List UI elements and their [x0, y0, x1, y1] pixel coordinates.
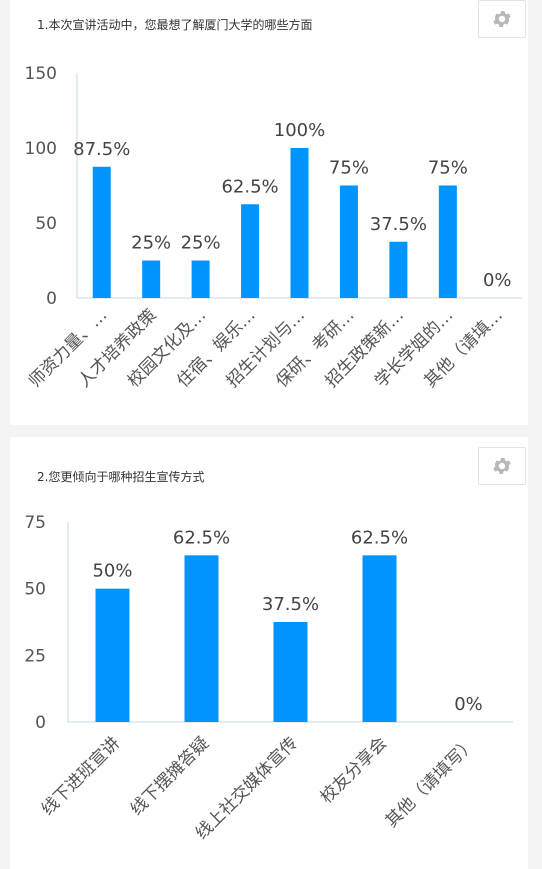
x-category-label: 线下进班宣讲 [38, 733, 124, 819]
chart-settings-button-1[interactable] [478, 0, 526, 38]
bar [191, 260, 210, 298]
gear-icon [493, 458, 511, 474]
question-title-2: 2.您更倾向于哪种招生宣传方式 [37, 470, 205, 484]
y-tick-label: 50 [24, 580, 46, 600]
data-label: 75% [428, 158, 468, 179]
x-category-label: 其他（请填写） [382, 733, 480, 831]
y-tick-label: 0 [46, 289, 57, 309]
bar [362, 555, 397, 722]
bar [438, 185, 457, 298]
bar [92, 166, 111, 298]
bar [290, 148, 309, 298]
question-title-1: 1.本次宣讲活动中，您最想了解厦门大学的哪些方面 [37, 18, 313, 32]
x-category-label: 线下摆摊答疑 [127, 733, 213, 819]
data-label: 25% [131, 233, 171, 254]
bar [273, 622, 308, 722]
bar [339, 185, 358, 298]
bar-chart-2: 025507550%线下进班宣讲62.5%线下摆摊答疑37.5%线上社交媒体宣传… [24, 513, 513, 844]
bar [184, 555, 219, 722]
y-tick-label: 100 [25, 139, 57, 159]
data-label: 25% [181, 233, 221, 254]
data-label: 87.5% [73, 139, 130, 160]
bar-chart-1: 05010015087.5%师资力量、…25%人才培养政策25%校园文化及…62… [25, 64, 522, 392]
y-tick-label: 75 [24, 513, 46, 533]
y-tick-label: 25 [24, 646, 46, 666]
gear-icon [493, 11, 511, 27]
bar [142, 260, 161, 298]
data-label: 37.5% [370, 214, 427, 235]
data-label: 62.5% [351, 527, 408, 548]
question-card-1: 1.本次宣讲活动中，您最想了解厦门大学的哪些方面 0 50 100 150 87.5% 师… [10, 0, 528, 425]
bar [241, 204, 260, 298]
x-category-label: 校友分享会 [317, 733, 391, 807]
bar [95, 588, 130, 722]
data-label: 50% [92, 561, 132, 582]
question-card-2: 2.您更倾向于哪种招生宣传方式 0 25 50 75 50% 线下进班宣讲 62.5% 线下摆… [10, 437, 528, 869]
data-label: 0% [483, 270, 512, 291]
data-label: 62.5% [173, 527, 230, 548]
data-label: 75% [329, 158, 369, 179]
data-label: 0% [454, 694, 483, 715]
bar [389, 241, 408, 298]
data-label: 100% [274, 120, 325, 141]
data-label: 37.5% [262, 594, 319, 615]
chart-settings-button-2[interactable] [478, 447, 526, 485]
y-tick-label: 150 [25, 64, 57, 84]
y-tick-label: 0 [35, 713, 46, 733]
y-tick-label: 50 [35, 214, 57, 234]
data-label: 62.5% [221, 176, 278, 197]
